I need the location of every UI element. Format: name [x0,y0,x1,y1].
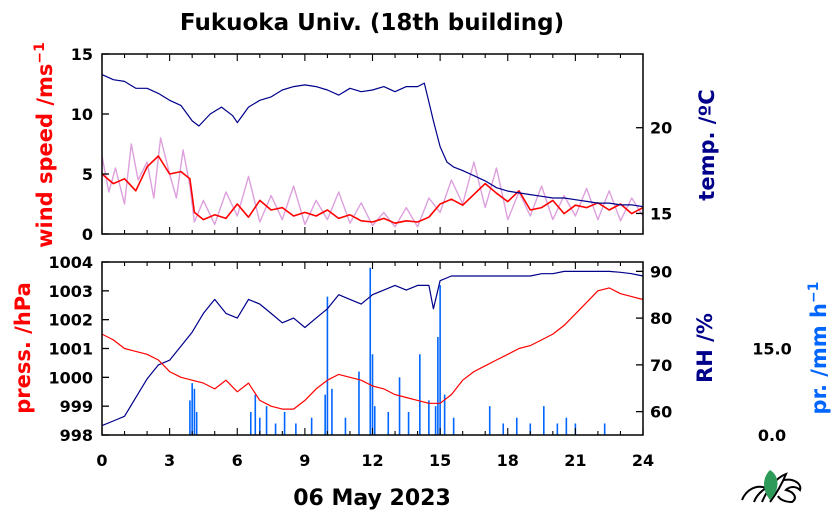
bottom-panel: 99899910001001100210031004607080900.015.… [48,253,791,470]
x-tick-label: 18 [497,451,519,470]
x-tick-label: 9 [299,451,310,470]
x-tick-label: 15 [429,451,451,470]
x-tick-label: 0 [96,451,107,470]
wind-raw-series-line [101,137,644,228]
pressure-tick-label: 999 [60,397,93,416]
humidity-axis-label: RH /% [693,313,717,383]
x-tick-label: 3 [164,451,175,470]
pressure-axis-label: press. /hPa [11,282,35,414]
humidity-tick-label: 90 [650,262,672,281]
wind-tick-label: 15 [71,45,93,64]
pressure-tick-label: 998 [60,426,93,445]
x-tick-label: 24 [632,451,654,470]
top-panel: 0 5 10 15 15 20 [71,45,673,244]
temperature-series-line [101,74,644,208]
humidity-tick-label: 80 [650,309,672,328]
pressure-tick-label: 1003 [48,282,93,301]
temperature-tick-label: 15 [650,204,672,223]
precipitation-tick-label: 15.0 [752,340,791,359]
wind-tick-label: 10 [71,105,93,124]
date-label: 06 May 2023 [293,486,451,511]
x-tick-label: 12 [361,451,383,470]
wind-tick-label: 5 [82,165,93,184]
x-tick-label: 6 [232,451,243,470]
pressure-tick-label: 1002 [48,311,93,330]
pressure-tick-label: 1004 [48,253,93,272]
pressure-series-line [101,287,644,410]
pressure-tick-label: 1000 [48,368,93,387]
temperature-tick-label: 20 [650,119,672,138]
humidity-tick-label: 60 [650,403,672,422]
pressure-tick-label: 1001 [48,340,93,359]
precipitation-tick-label: 0.0 [758,426,786,445]
wind-speed-axis-label: wind speed /ms−1 [32,42,57,248]
top-plot-frame [101,53,644,235]
humidity-series-line [101,270,644,427]
chart-title: Fukuoka Univ. (18th building) [180,10,564,36]
laboratory-logo-icon [741,470,802,504]
wind-tick-label: 0 [82,225,93,244]
x-tick-label: 21 [564,451,586,470]
temperature-axis-label: temp. /ºC [695,89,719,200]
humidity-tick-label: 70 [650,356,672,375]
precipitation-axis-label: pr. /mm h−1 [806,282,831,415]
wind-mean-series-line [101,155,644,224]
